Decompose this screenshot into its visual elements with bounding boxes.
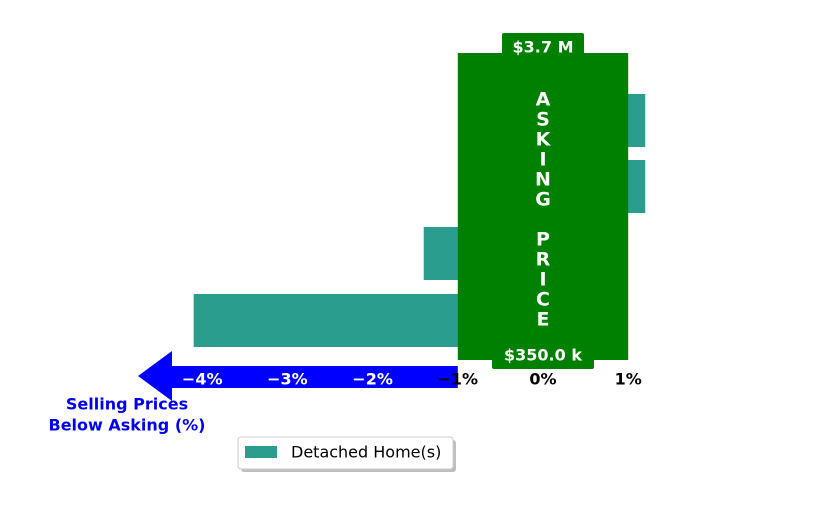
- asking-label-letter: S: [536, 109, 550, 131]
- asking-label-letter: R: [536, 249, 551, 271]
- legend-box: [237, 436, 454, 470]
- legend: Detached Home(s): [237, 436, 456, 472]
- asking-label-letter: C: [536, 289, 550, 311]
- x-tick-label: −3%: [267, 370, 308, 389]
- asking-label-letter: K: [536, 129, 552, 151]
- x-tick-label: 1%: [615, 370, 642, 389]
- x-axis-label: Selling Prices Below Asking (%): [49, 395, 206, 435]
- legend-label: Detached Home(s): [291, 443, 441, 462]
- asking-label-letter: G: [535, 189, 551, 211]
- price-top-label-box: [502, 33, 584, 61]
- asking-label-letter: P: [536, 229, 550, 251]
- x-tick-label: −1%: [438, 370, 479, 389]
- price-bottom-label-box: [492, 341, 594, 369]
- price-bottom-label: $350.0 k: [504, 346, 582, 365]
- x-axis-label-line: Selling Prices: [66, 395, 188, 414]
- price-top-label: $3.7 M: [513, 38, 574, 57]
- asking-label-letter: A: [536, 89, 551, 111]
- x-tick-label: 0%: [529, 370, 556, 389]
- x-tick-label: −4%: [182, 370, 223, 389]
- x-tick-label: −2%: [352, 370, 393, 389]
- axis-arrow-layer: [138, 351, 458, 401]
- x-axis-label-line: Below Asking (%): [49, 416, 206, 435]
- asking-price-band: [457, 53, 629, 360]
- asking-label-letter: N: [535, 169, 551, 191]
- tick-labels-layer: −4% −3% −2% −1% 0% 1%: [182, 370, 642, 389]
- asking-label-letter: E: [537, 309, 550, 331]
- axis-arrow: [138, 351, 458, 401]
- asking-label-letter: I: [539, 269, 546, 291]
- asking-label-letter: I: [539, 149, 546, 171]
- legend-swatch: [245, 446, 277, 458]
